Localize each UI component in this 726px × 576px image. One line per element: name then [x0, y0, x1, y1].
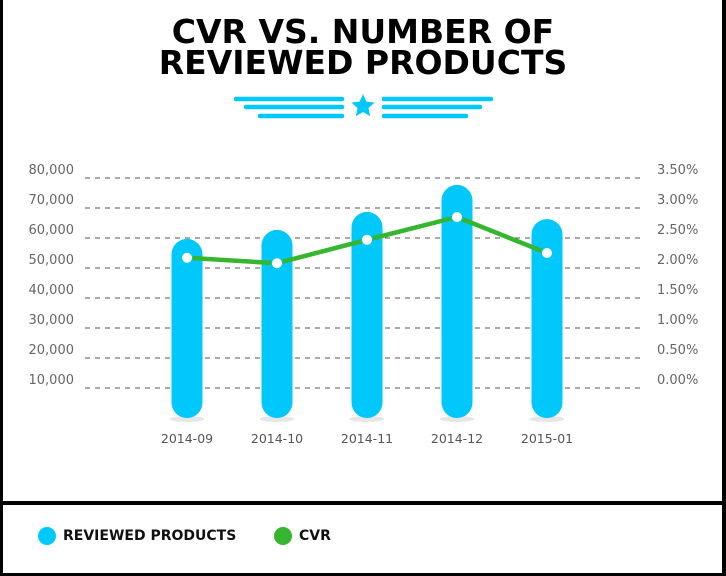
legend-label: CVR	[299, 528, 331, 544]
cvr-point-2014-10	[271, 257, 283, 270]
right-tick-label: 3.00%	[657, 193, 698, 208]
right-tick-label: 0.00%	[657, 373, 698, 388]
bar-shadow	[259, 416, 295, 422]
bar-shadow	[439, 416, 475, 422]
chart-plot: 10,000 20,000 30,000 40,000 50,000 60,000 70,0…	[29, 163, 699, 446]
bar-2014-09	[171, 238, 203, 418]
title-line-2: REVIEWED PRODUCTS	[158, 43, 568, 82]
cvr-point-2014-12	[451, 211, 463, 223]
legend-item-reviewed-products: REVIEWED PRODUCTS	[38, 527, 236, 545]
right-tick-label: 2.00%	[657, 253, 698, 268]
left-tick-label: 80,000	[29, 163, 75, 178]
bar-2015-01	[531, 219, 563, 418]
cvr-point-2014-11	[361, 233, 373, 246]
legend-swatch-cvr	[274, 527, 292, 545]
right-tick-label: 0.50%	[657, 343, 698, 358]
right-tick-label: 2.50%	[657, 223, 698, 238]
star-divider-icon	[233, 89, 494, 120]
star-icon	[347, 89, 379, 120]
bar-2014-10	[261, 229, 293, 418]
cvr-point-2014-09	[181, 251, 193, 264]
right-tick-label: 1.00%	[657, 313, 698, 328]
chart-title: CVR VS. NUMBER OF REVIEWED PRODUCTS	[0, 12, 726, 82]
left-tick-label: 60,000	[29, 223, 75, 238]
legend: REVIEWED PRODUCTS CVR	[3, 505, 722, 573]
legend-swatch-reviewed-products	[38, 527, 56, 545]
left-tick-label: 50,000	[29, 253, 75, 268]
bar-2014-11	[351, 211, 383, 418]
left-tick-label: 10,000	[29, 373, 75, 388]
x-tick-label: 2015-01	[521, 431, 573, 446]
x-tick-label: 2014-12	[431, 431, 483, 446]
cvr-point-2015-01	[541, 247, 553, 259]
left-tick-label: 20,000	[29, 343, 75, 358]
left-tick-label: 40,000	[29, 283, 75, 298]
legend-item-cvr: CVR	[274, 527, 331, 545]
bar-shadow	[169, 416, 205, 422]
x-tick-label: 2014-11	[341, 431, 393, 446]
legend-label: REVIEWED PRODUCTS	[63, 528, 237, 544]
bar-shadow	[349, 416, 385, 422]
right-tick-label: 1.50%	[657, 283, 698, 298]
left-tick-label: 70,000	[29, 193, 75, 208]
bar-2014-12	[441, 184, 473, 418]
bar-shadow	[529, 416, 565, 422]
left-tick-label: 30,000	[29, 313, 75, 328]
title-line-1: CVR VS. NUMBER OF	[171, 12, 555, 51]
right-tick-label: 3.50%	[657, 163, 698, 178]
x-tick-label: 2014-09	[161, 431, 213, 446]
x-tick-label: 2014-10	[251, 431, 303, 446]
